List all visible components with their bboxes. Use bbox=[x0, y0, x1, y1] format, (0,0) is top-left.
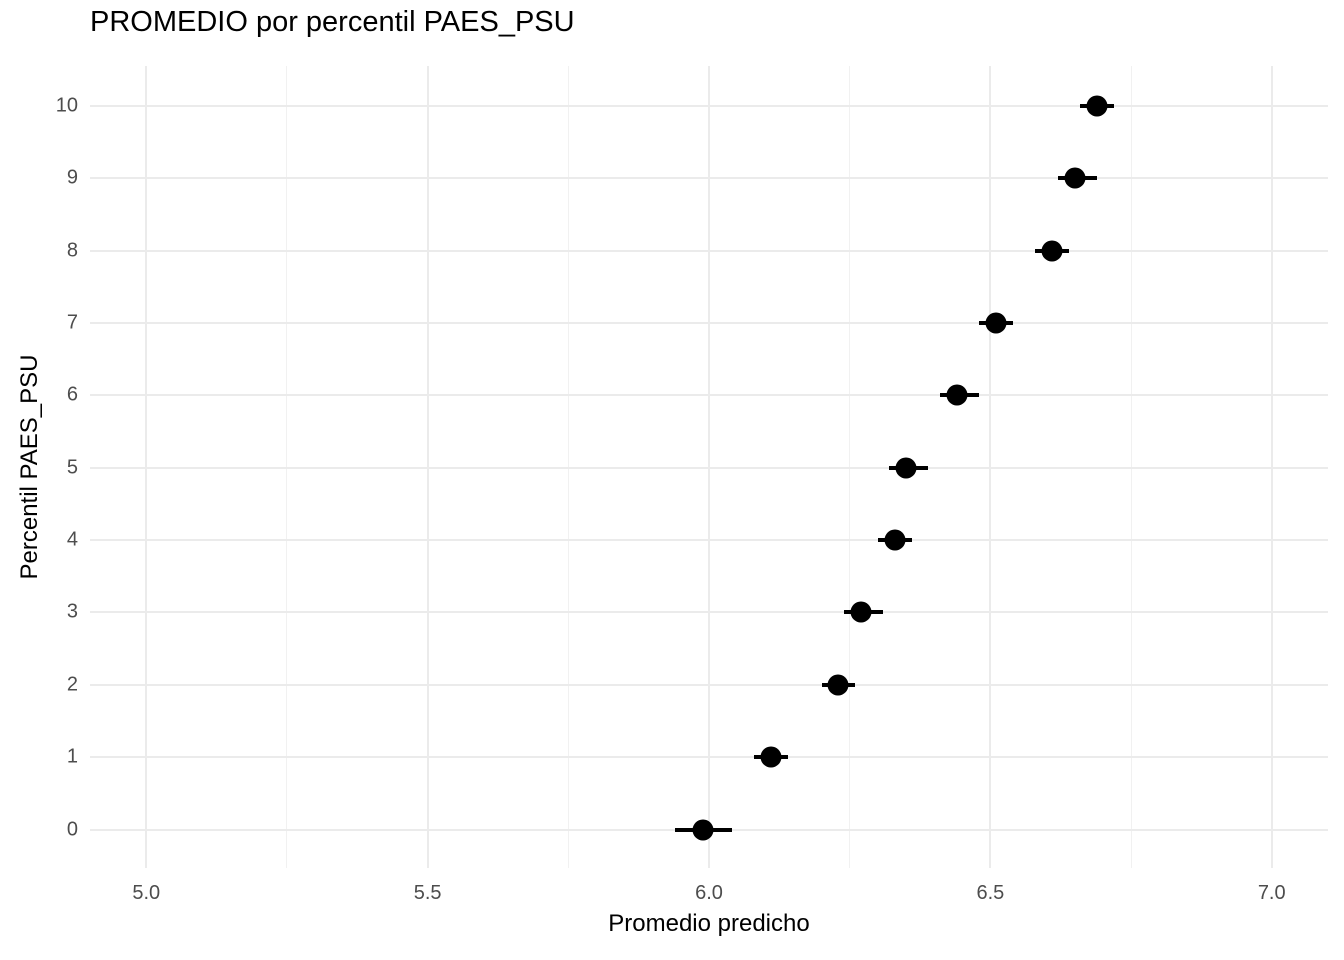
data-point bbox=[895, 457, 917, 479]
y-tick-label: 1 bbox=[66, 745, 78, 768]
y-major-gridline bbox=[90, 611, 1328, 614]
y-tick-label: 4 bbox=[66, 528, 78, 551]
y-major-gridline bbox=[90, 321, 1328, 324]
x-axis-title: Promedio predicho bbox=[608, 910, 810, 937]
y-major-gridline bbox=[90, 249, 1328, 252]
data-point bbox=[1064, 167, 1086, 189]
y-major-gridline bbox=[90, 104, 1328, 107]
y-tick-label: 8 bbox=[66, 239, 78, 262]
y-major-gridline bbox=[90, 177, 1328, 180]
x-tick-label: 7.0 bbox=[1257, 882, 1286, 904]
data-point bbox=[850, 601, 872, 623]
y-axis-title: Percentil PAES_PSU bbox=[16, 354, 43, 580]
x-tick-label: 5.5 bbox=[413, 882, 442, 904]
y-major-gridline bbox=[90, 683, 1328, 686]
y-tick-label: 3 bbox=[66, 600, 78, 623]
x-tick-label: 5.0 bbox=[132, 882, 161, 904]
y-major-gridline bbox=[90, 466, 1328, 469]
data-point bbox=[946, 384, 968, 406]
data-point bbox=[827, 674, 849, 696]
data-point bbox=[884, 529, 906, 551]
y-tick-label: 9 bbox=[66, 166, 78, 189]
data-point bbox=[760, 746, 782, 768]
data-point bbox=[1086, 95, 1108, 117]
data-point bbox=[1041, 240, 1063, 262]
chart-title: PROMEDIO por percentil PAES_PSU bbox=[90, 6, 575, 38]
y-tick-label: 0 bbox=[66, 818, 78, 841]
y-tick-label: 7 bbox=[66, 311, 78, 334]
y-major-gridline bbox=[90, 394, 1328, 397]
y-tick-label: 5 bbox=[66, 456, 78, 479]
y-tick-label: 6 bbox=[66, 383, 78, 406]
x-tick-label: 6.0 bbox=[695, 882, 723, 904]
x-tick-label: 6.5 bbox=[976, 882, 1005, 904]
y-tick-label: 2 bbox=[66, 673, 78, 696]
data-point bbox=[985, 312, 1007, 334]
y-major-gridline bbox=[90, 756, 1328, 759]
y-tick-label: 10 bbox=[55, 94, 78, 117]
data-point bbox=[692, 819, 714, 841]
y-major-gridline bbox=[90, 539, 1328, 542]
